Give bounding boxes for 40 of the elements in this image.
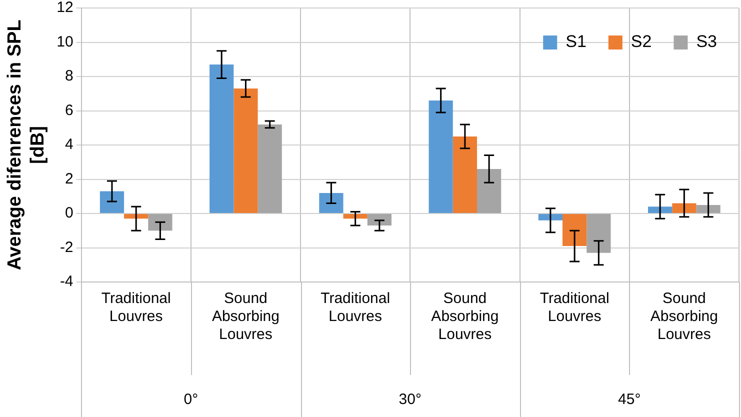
y-tick-label: 12 xyxy=(56,0,74,16)
bar xyxy=(234,88,258,213)
y-tick-label: 10 xyxy=(56,33,74,50)
bar xyxy=(538,214,563,220)
x-tick-label: Sound Absorbing Louvres xyxy=(431,290,499,344)
bar xyxy=(672,203,696,213)
text: 30° xyxy=(398,391,422,408)
bar xyxy=(124,214,148,219)
y-tick-label: 2 xyxy=(64,170,74,188)
y-tick-label: 8 xyxy=(64,68,74,85)
x-tick-label: Sound Absorbing Louvres xyxy=(212,290,280,344)
x-tick-label: Traditional Louvres xyxy=(320,290,390,326)
text: 45° xyxy=(618,391,641,408)
bar xyxy=(477,168,502,213)
legend-label: S1 xyxy=(566,32,586,52)
bar xyxy=(258,124,282,213)
y-tick-label: 4 xyxy=(64,136,74,154)
y-tick-label: -2 xyxy=(60,238,74,256)
legend-label: S2 xyxy=(630,32,652,52)
y-tick-label: 6 xyxy=(64,102,74,119)
bar xyxy=(428,100,453,213)
bar xyxy=(148,214,172,231)
bar xyxy=(367,214,392,226)
x-tick-label: Sound Absorbing Louvres xyxy=(650,290,718,344)
y-tick-label: -4 xyxy=(60,273,74,290)
bar xyxy=(319,192,344,213)
x-tick-label: Traditional Louvres xyxy=(101,290,171,326)
bar xyxy=(452,136,478,213)
bar xyxy=(696,204,720,213)
bar xyxy=(343,214,368,219)
y-axis-title: Average difenrences in SPL [dB] xyxy=(4,19,48,270)
text: 0° xyxy=(184,391,198,408)
y-tick-label: 0 xyxy=(64,204,74,222)
x-tick-label: Traditional Louvres xyxy=(540,290,610,326)
bar xyxy=(562,214,587,246)
bar xyxy=(100,191,124,213)
legend-label: S3 xyxy=(696,32,718,52)
bar xyxy=(586,214,611,253)
bar xyxy=(648,206,672,213)
bar xyxy=(210,64,234,213)
